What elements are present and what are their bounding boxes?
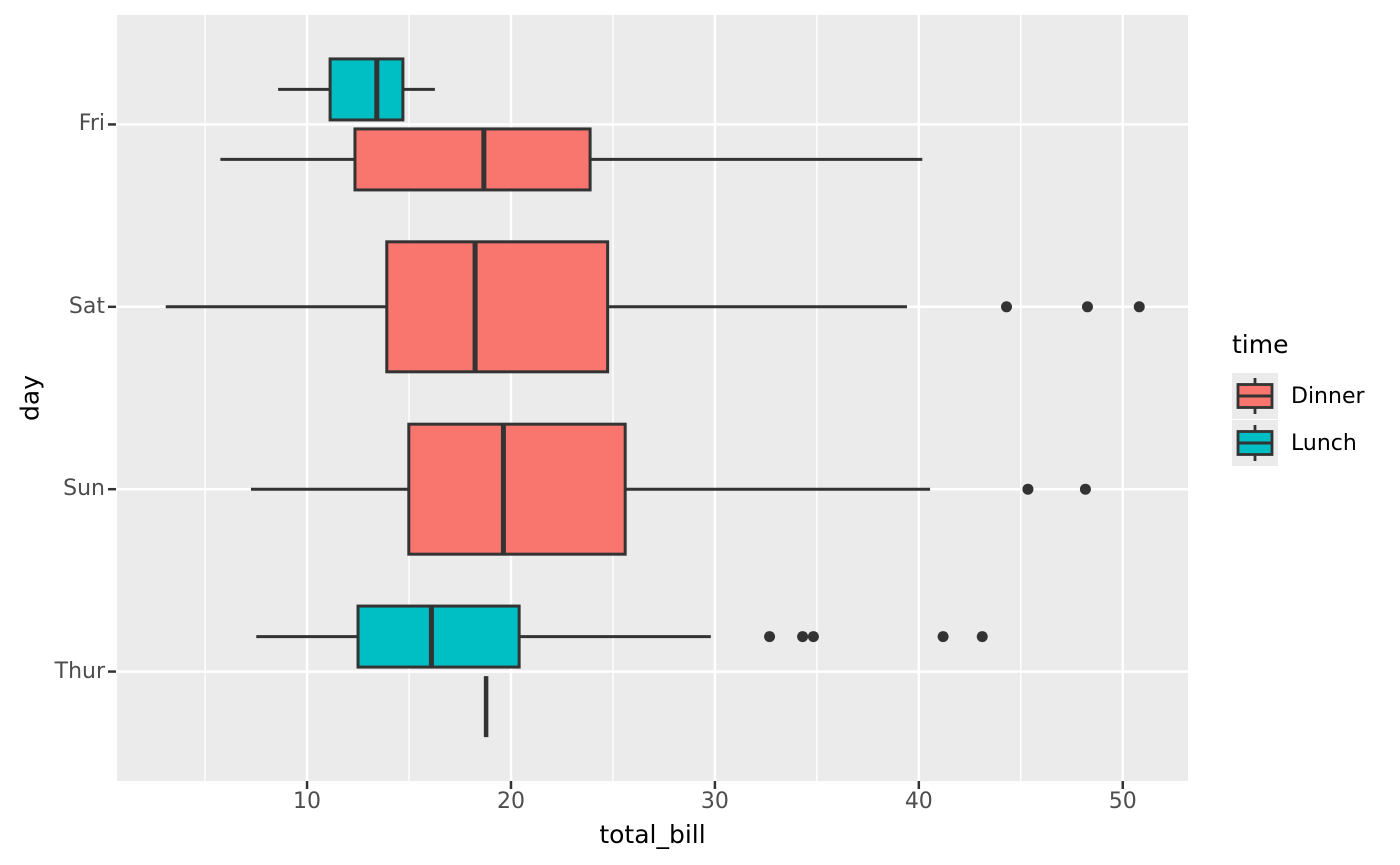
y-axis-title: day: [15, 375, 45, 421]
x-tick-label-40: 40: [904, 789, 933, 814]
legend-title: time: [1232, 330, 1289, 359]
outlier-point-thur-lunch: [937, 631, 949, 643]
box-sat-dinner: [385, 240, 610, 374]
outlier-point-sun-dinner: [1022, 483, 1034, 495]
outlier-point-thur-lunch: [797, 631, 809, 643]
legend-entry-lunch: Lunch: [1232, 420, 1365, 466]
legend-label-dinner: Dinner: [1291, 383, 1365, 409]
x-tick-label-20: 20: [496, 789, 525, 814]
outlier-point-sat-dinner: [1133, 301, 1145, 313]
dinner-boxplot-key-icon: [1236, 378, 1274, 414]
box-fri-lunch: [328, 57, 405, 122]
outlier-point-thur-lunch: [807, 631, 819, 643]
y-tick-label-sun: Sun: [63, 476, 105, 502]
x-tick-label-10: 10: [293, 789, 322, 814]
outlier-point-sun-dinner: [1079, 483, 1091, 495]
boxplot-key-icon: [1232, 373, 1278, 419]
outlier-point-thur-lunch: [764, 631, 776, 643]
x-axis-title: total_bill: [599, 820, 706, 849]
y-tick-label-fri: Fri: [78, 111, 105, 137]
x-tick-label-30: 30: [700, 789, 729, 814]
y-tick-label-sat: Sat: [68, 293, 105, 319]
outlier-point-sat-dinner: [1081, 301, 1093, 313]
boxplot-key-icon: [1232, 420, 1278, 466]
box-fri-dinner: [353, 127, 592, 192]
box-sun-dinner: [407, 422, 627, 556]
lunch-boxplot-key-icon: [1236, 425, 1274, 461]
legend-label-lunch: Lunch: [1291, 430, 1357, 456]
y-tick-label-thur: Thur: [54, 658, 105, 684]
box-thur-lunch: [356, 604, 521, 669]
plot-panel: [117, 15, 1188, 781]
x-tick-label-50: 50: [1108, 789, 1137, 814]
legend-entry-dinner: Dinner: [1232, 373, 1365, 419]
outlier-point-sat-dinner: [1001, 301, 1013, 313]
outlier-point-thur-lunch: [976, 631, 988, 643]
legend: time Dinner Lunch: [1232, 330, 1365, 467]
